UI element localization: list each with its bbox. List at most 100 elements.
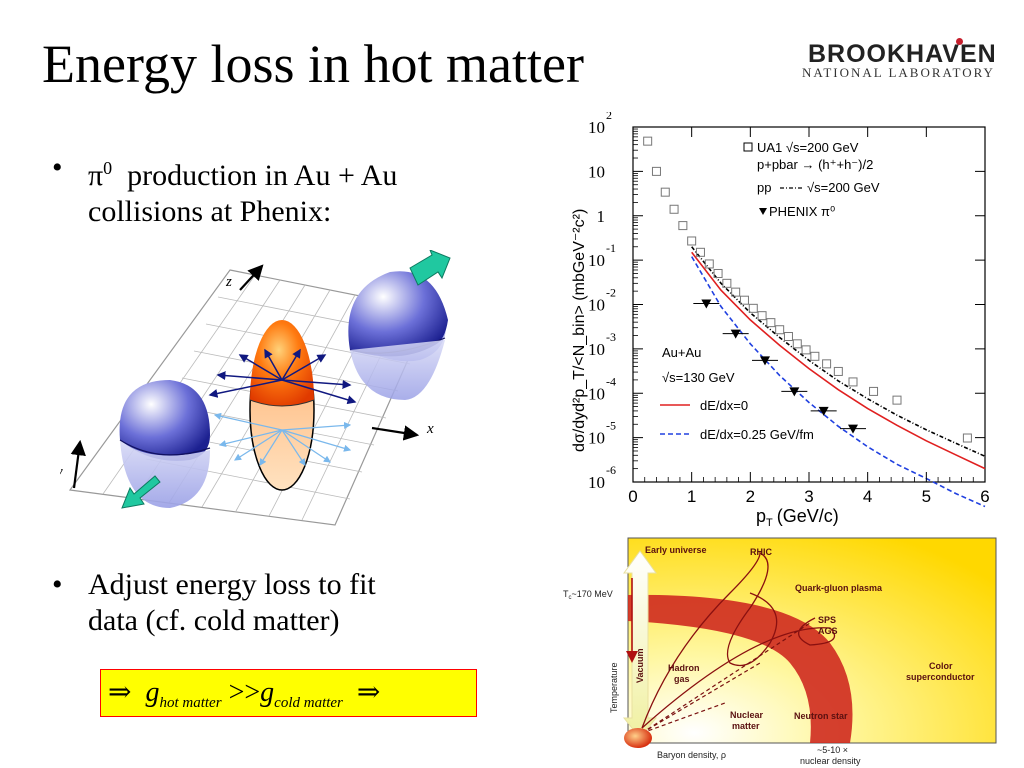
bullet2-line1: Adjust energy loss to fit	[88, 568, 376, 601]
ua1-point	[739, 295, 749, 305]
ua1-point	[766, 318, 776, 328]
ua1-point	[731, 287, 741, 297]
y-tick-exponent: -6	[606, 463, 616, 477]
y-tick-label: 10	[588, 340, 605, 359]
pi-superscript: 0	[103, 158, 113, 178]
bullet1-line2: collisions at Phenix:	[88, 195, 332, 228]
label-gas: gas	[674, 674, 690, 684]
x-ticks: 0 1 2 3 4 5 6	[628, 127, 990, 506]
ua1-point	[892, 395, 902, 405]
legend-system: Au+Au	[662, 345, 701, 360]
label-nuclear-density: nuclear density	[800, 756, 861, 766]
legend-top: UA1 √s=200 GeV p+pbar → (h⁺+h⁻)/2 pp √s=…	[743, 140, 880, 219]
nucleus-ball-icon	[624, 728, 652, 748]
axis-z-label: z	[225, 274, 232, 290]
y-tick-label: 10	[588, 429, 605, 448]
x-tick-label: 0	[628, 487, 637, 506]
label-ags: AGS	[818, 626, 838, 636]
phenix-point	[848, 424, 858, 434]
y-tick-exponent: -3	[606, 330, 616, 344]
bullet-pi0-production: • π0 production in Au + Au collisions at…	[52, 150, 522, 230]
axis-z: z	[225, 264, 264, 291]
label-qgp: Quark-gluon plasma	[795, 583, 883, 593]
x-tick-label: 3	[804, 487, 813, 506]
y-tick-label: 10	[588, 384, 605, 403]
axis-x: x	[371, 421, 434, 441]
x-tick-label: 2	[746, 487, 755, 506]
x-tick-label: 4	[863, 487, 872, 506]
legend-energy: √s=130 GeV	[662, 370, 735, 385]
phenix-point	[789, 387, 800, 397]
ua1-point	[695, 247, 705, 257]
ua1-point	[757, 311, 767, 321]
y-tick-exponent: -5	[606, 419, 616, 433]
label-hadron: Hadron	[668, 663, 700, 673]
ua1-point	[748, 303, 758, 313]
label-color: Color	[929, 661, 953, 671]
early-universe-arrowhead-icon	[626, 651, 638, 663]
ua1-point	[962, 433, 972, 443]
ua1-point	[704, 259, 714, 269]
bullet-dot: •	[52, 568, 63, 601]
ua1-point	[792, 339, 802, 349]
label-neutron-star: Neutron star	[794, 711, 848, 721]
y-tick-exponent: -2	[606, 286, 616, 300]
ua1-point	[643, 136, 653, 146]
g-hot: g	[145, 677, 160, 708]
sps-trajectory	[641, 617, 836, 729]
ua1-point	[669, 204, 679, 214]
x-tick-label: 5	[922, 487, 931, 506]
logo-sub-text: NATIONAL LABORATORY	[802, 65, 995, 80]
pi-symbol: π	[88, 159, 104, 192]
ua1-point	[848, 377, 858, 387]
bullet-adjust-energy-loss: • Adjust energy loss to fit data (cf. co…	[52, 567, 502, 647]
label-early-universe: Early universe	[645, 545, 707, 555]
label-tc: Tc~170 MeV	[563, 589, 613, 601]
ua1-point	[722, 278, 732, 288]
legend-phenix-marker	[759, 208, 767, 215]
g-cold: g	[260, 677, 275, 708]
ua1-point	[651, 166, 661, 176]
legend-phenix-label: PHENIX π⁰	[769, 204, 835, 219]
ua1-point	[810, 351, 820, 361]
label-baryon-density: Baryon density, ρ	[657, 750, 726, 760]
phenix-point	[701, 299, 712, 309]
y-tick-exponent: -1	[606, 241, 616, 255]
dashed-line-3	[641, 702, 726, 734]
implies-arrow-left: ⇒	[108, 677, 132, 708]
brookhaven-logo: BROOKHAVEN NATIONAL LABORATORY	[802, 38, 1007, 90]
y-tick-label: 10	[588, 473, 605, 492]
ua1-point	[783, 332, 793, 342]
legend-pp-label: pp	[757, 180, 771, 195]
bullet2-line2: data (cf. cold matter)	[88, 604, 340, 637]
y-tick-label: 10	[588, 296, 605, 315]
label-nuclear: Nuclear	[730, 710, 764, 720]
motion-arrow-left-icon	[121, 475, 161, 509]
legend-ua1-reaction: p+pbar → (h⁺+h⁻)/2	[757, 157, 873, 172]
series-curve-4	[691, 256, 986, 508]
slide-title: Energy loss in hot matter	[42, 34, 584, 94]
legend-bottom: Au+Au √s=130 GeV dE/dx=0 dE/dx=0.25 GeV/…	[660, 345, 814, 442]
nucleus-right	[348, 271, 448, 400]
ua1-point	[822, 359, 832, 369]
emission-arrows	[208, 348, 357, 405]
label-rhic: RHIC	[750, 547, 772, 557]
y-tick-label: 1	[597, 207, 606, 226]
y-tick-exponent: -4	[606, 374, 616, 388]
label-density-mult: ~5-10 ×	[817, 745, 848, 755]
logo-main-text: BROOKHAVEN	[808, 40, 997, 68]
x-tick-label: 6	[980, 487, 989, 506]
collision-diagram: z x y	[60, 250, 451, 526]
ua1-point	[687, 236, 697, 246]
legend-ua1-marker	[743, 142, 753, 152]
legend-curve1-label: dE/dx=0	[700, 398, 748, 413]
legend-curve2-label: dE/dx=0.25 GeV/fm	[700, 427, 814, 442]
bullet-dot: •	[52, 151, 63, 184]
label-vacuum: Vacuum	[635, 648, 645, 683]
formula-box: ⇒ ghot matter >>gcold matter ⇒	[100, 669, 477, 717]
x-tick-label: 1	[687, 487, 696, 506]
phenix-point	[730, 329, 741, 339]
ua1-point	[801, 345, 811, 355]
ua1-point	[713, 268, 723, 278]
